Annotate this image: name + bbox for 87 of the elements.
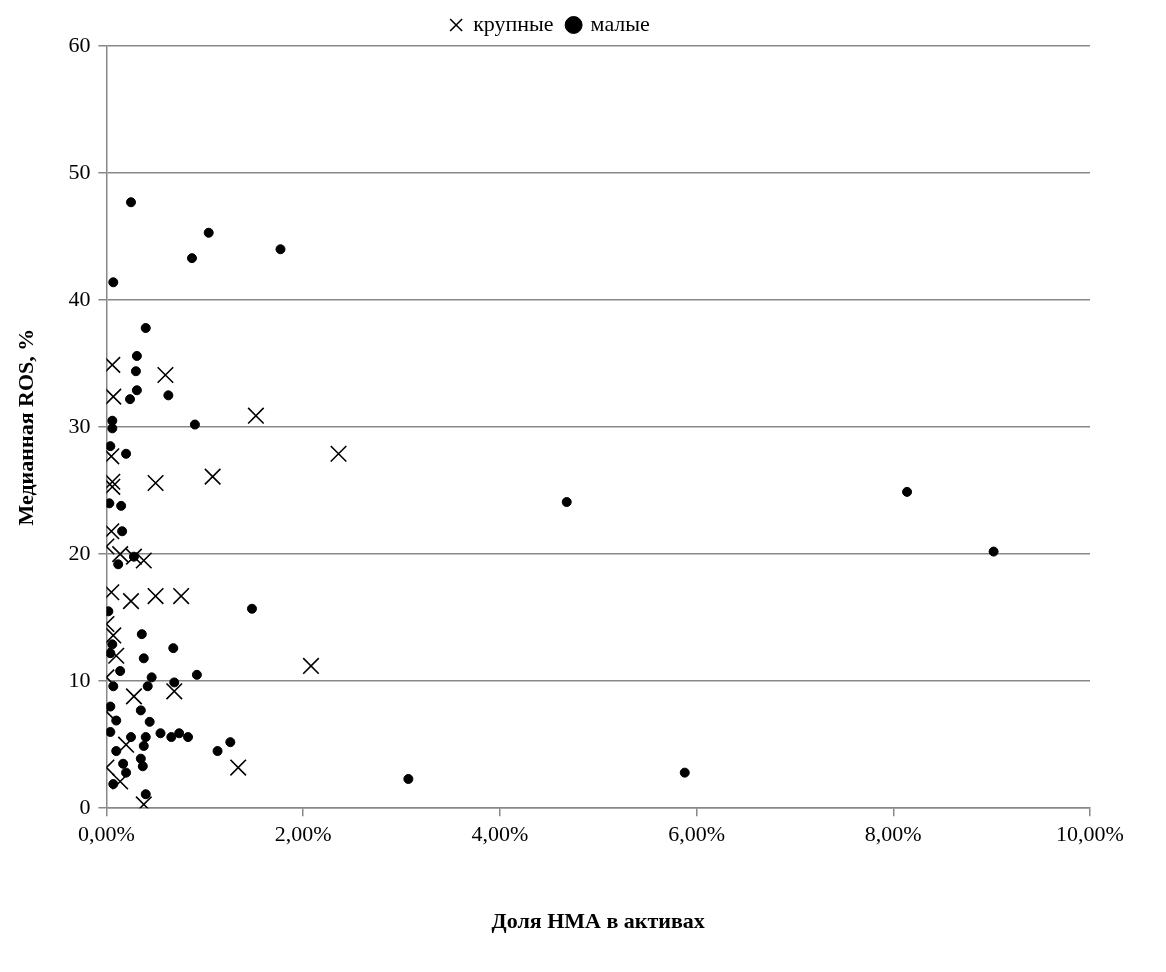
point bbox=[107, 647, 125, 665]
point bbox=[111, 772, 129, 791]
point bbox=[140, 789, 151, 800]
point bbox=[212, 746, 223, 757]
point bbox=[122, 592, 140, 610]
point bbox=[113, 559, 124, 570]
point bbox=[147, 474, 165, 492]
point bbox=[106, 726, 116, 737]
point bbox=[156, 366, 174, 384]
point bbox=[146, 672, 157, 683]
point bbox=[115, 666, 126, 676]
legend-label: крупные bbox=[473, 10, 554, 36]
point bbox=[107, 423, 118, 434]
x-tick-label: 6,00% bbox=[668, 821, 725, 847]
point bbox=[116, 500, 127, 511]
point bbox=[140, 732, 151, 743]
point bbox=[111, 746, 122, 757]
point bbox=[403, 773, 414, 784]
point bbox=[329, 445, 348, 463]
point bbox=[106, 441, 116, 452]
y-tick-label: 20 bbox=[68, 539, 91, 565]
point bbox=[203, 227, 214, 238]
point bbox=[136, 629, 147, 640]
point bbox=[117, 736, 135, 754]
point bbox=[121, 448, 132, 459]
point bbox=[130, 366, 141, 377]
point bbox=[189, 419, 200, 430]
x-axis-title: Доля НМА в активах bbox=[491, 908, 705, 934]
point bbox=[163, 390, 174, 401]
point bbox=[135, 705, 146, 716]
point bbox=[137, 761, 148, 772]
y-tick-label: 30 bbox=[68, 412, 91, 438]
point bbox=[107, 639, 118, 650]
point bbox=[229, 758, 247, 777]
point bbox=[679, 767, 690, 778]
point bbox=[142, 681, 153, 692]
point bbox=[111, 715, 122, 726]
point bbox=[246, 603, 257, 614]
point bbox=[147, 587, 165, 605]
point bbox=[902, 486, 913, 497]
x-tick-label: 2,00% bbox=[274, 821, 332, 847]
point bbox=[138, 740, 149, 751]
point bbox=[108, 277, 119, 288]
x-tick-label: 8,00% bbox=[864, 821, 922, 847]
x-tick-label: 10,00% bbox=[1056, 821, 1124, 847]
legend-label: малые bbox=[590, 10, 650, 36]
point bbox=[125, 394, 136, 405]
point bbox=[117, 526, 128, 537]
point bbox=[166, 732, 177, 743]
y-tick-label: 40 bbox=[68, 285, 91, 311]
point bbox=[225, 737, 236, 748]
y-tick-label: 60 bbox=[68, 31, 91, 57]
point bbox=[561, 497, 572, 508]
point bbox=[106, 388, 122, 406]
y-tick-label: 50 bbox=[68, 158, 91, 184]
point bbox=[165, 682, 183, 700]
x-tick-label: 0,00% bbox=[77, 821, 135, 847]
point bbox=[125, 197, 136, 208]
point bbox=[111, 545, 129, 563]
point bbox=[140, 323, 151, 334]
point bbox=[302, 657, 320, 675]
point bbox=[155, 728, 166, 739]
point bbox=[118, 758, 129, 769]
point bbox=[106, 626, 122, 645]
point bbox=[204, 468, 222, 486]
point bbox=[131, 385, 142, 396]
point bbox=[247, 407, 265, 425]
point bbox=[144, 716, 155, 727]
x-tick-label: 4,00% bbox=[471, 821, 529, 847]
point bbox=[275, 244, 286, 255]
y-tick-label: 0 bbox=[79, 793, 91, 819]
y-axis-title: Медианная ROS, % bbox=[12, 328, 38, 526]
point bbox=[121, 767, 132, 778]
point bbox=[186, 253, 197, 264]
point bbox=[183, 732, 194, 743]
point bbox=[988, 546, 999, 557]
point bbox=[174, 728, 185, 739]
y-tick-label: 10 bbox=[68, 666, 91, 692]
point bbox=[168, 643, 179, 654]
point bbox=[138, 653, 149, 664]
point bbox=[106, 498, 115, 509]
point bbox=[135, 551, 153, 570]
point bbox=[131, 350, 142, 361]
point bbox=[191, 669, 202, 680]
point bbox=[172, 587, 190, 605]
point bbox=[169, 677, 180, 688]
point bbox=[125, 687, 143, 705]
